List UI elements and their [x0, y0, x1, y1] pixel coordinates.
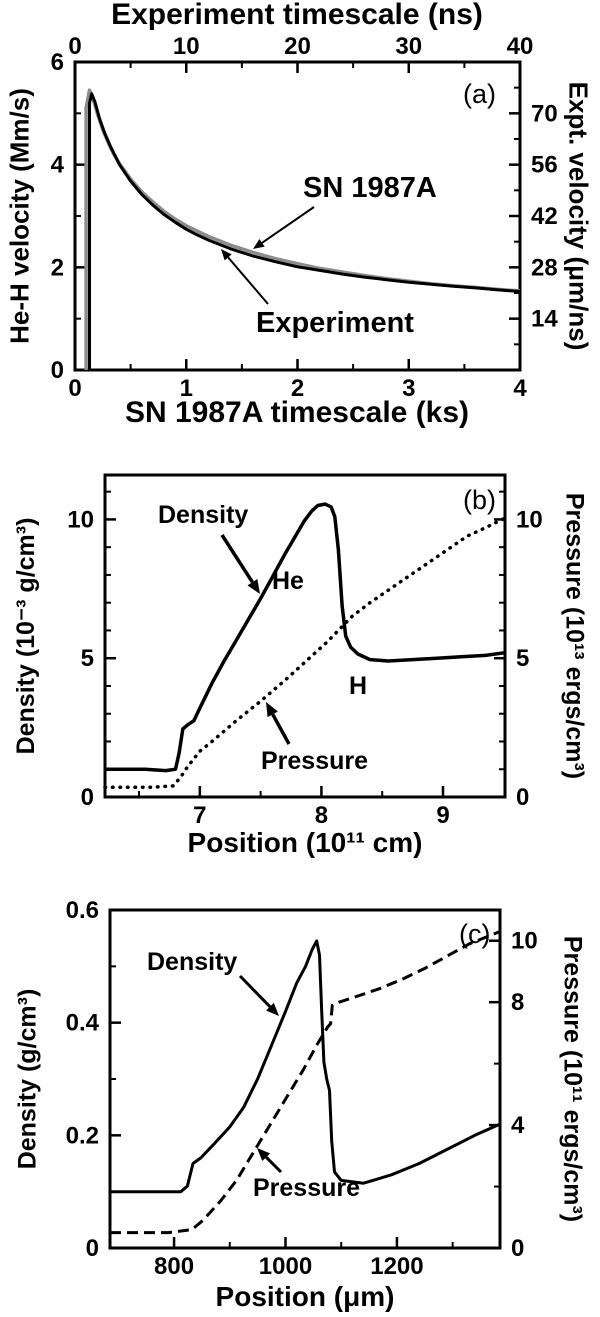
tick-label-top: 0 [68, 33, 81, 60]
experiment-profile-chart-canvas: 800 1000 1200 0 0.2 0.4 0.6 0 4 8 10 [66, 897, 538, 1280]
panel-letter-a: (a) [463, 79, 496, 109]
label-helium-layer: He [272, 567, 304, 595]
tick-label-bottom: 4 [513, 375, 527, 402]
tick-label-right: 4 [511, 1112, 525, 1139]
tick-label-bottom: 3 [402, 375, 415, 402]
annotation-arrow-a-1 [227, 256, 269, 305]
tick-label-right: 14 [531, 306, 558, 333]
axis-title-pressure-b: Pressure (10¹³ ergs/cm³) [560, 492, 589, 780]
tick-label-bottom: 1000 [259, 1253, 312, 1280]
annotation-arrowhead-a-0 [253, 238, 265, 249]
annotation-arrow-c-0 [238, 974, 271, 1008]
tick-label-top: 10 [173, 33, 200, 60]
tick-label-right: 0 [516, 784, 529, 811]
label-density-b: Density [158, 501, 249, 529]
annotation-arrowhead-b-3 [266, 702, 278, 718]
axis-title-experiment-timescale: Experiment timescale (ns) [111, 0, 483, 31]
tick-label-right: 8 [511, 989, 524, 1016]
tick-label-left: 6 [51, 49, 64, 76]
axis-title-density-c: Density (g/cm³) [13, 988, 42, 1170]
tick-label-right: 10 [516, 506, 543, 533]
tick-label-left: 10 [67, 506, 94, 533]
tick-label-bottom: 1 [180, 375, 193, 402]
tick-label-left: 0 [86, 1235, 99, 1262]
panel-a-velocity-chart: 0 1 2 3 4 0 10 20 30 40 0 2 4 6 14 28 42 56 70 Experiment … [0, 0, 600, 430]
tick-label-left: 0.2 [66, 1122, 99, 1149]
series-experiment-a [88, 92, 521, 370]
annotation-arrowhead-b-0 [247, 579, 260, 594]
annotation-arrow-a-0 [261, 206, 315, 244]
panel-letter-b: (b) [463, 485, 496, 515]
annotation-arrowhead-c-1 [257, 1148, 271, 1162]
tick-label-top: 40 [507, 33, 534, 60]
annotation-arrowhead-c-0 [266, 1002, 279, 1016]
tick-label-left: 0 [51, 357, 64, 384]
tick-label-right: 70 [531, 100, 558, 127]
label-hydrogen-layer: H [349, 672, 368, 700]
tick-label-bottom: 9 [436, 802, 449, 829]
label-sn1987a-curve: SN 1987A [303, 172, 437, 204]
tick-label-top: 30 [395, 33, 422, 60]
panel-c-experiment-profile-chart: 800 1000 1200 0 0.2 0.4 0.6 0 4 8 10 Position (μm)… [0, 865, 600, 1317]
series-pressure-b [103, 516, 507, 790]
axis-title-expt-velocity: Expt. velocity (μm/ns) [563, 81, 594, 351]
series-pressure-c [110, 930, 501, 1235]
label-pressure-c: Pressure [253, 1174, 361, 1202]
tick-label-bottom: 7 [193, 802, 206, 829]
tick-label-left: 5 [81, 645, 94, 672]
tick-label-right: 0 [511, 1235, 524, 1262]
tick-label-left: 4 [51, 152, 65, 179]
sn-profile-chart-canvas: 7 8 9 0 5 10 0 5 10 [67, 473, 543, 829]
tick-label-bottom: 0 [68, 375, 81, 402]
annotation-arrow-b-3 [271, 713, 291, 745]
tick-label-right: 42 [531, 203, 558, 230]
tick-label-bottom: 2 [291, 375, 304, 402]
annotation-arrowhead-a-1 [221, 249, 232, 261]
tick-label-right: 56 [531, 152, 558, 179]
label-density-c: Density [147, 948, 238, 976]
axis-title-pressure-c: Pressure (10¹¹ ergs/cm³) [558, 935, 587, 1223]
tick-label-bottom: 8 [315, 802, 328, 829]
tick-label-left: 2 [51, 254, 64, 281]
tick-label-bottom: 800 [154, 1253, 194, 1280]
tick-label-left: 0.6 [66, 897, 99, 924]
tick-label-top: 20 [284, 33, 311, 60]
series-density-b [105, 502, 506, 773]
annotation-arrow-b-0 [220, 534, 254, 584]
axis-title-position-cm: Position (10¹¹ cm) [187, 827, 423, 858]
axis-title-sn1987a-timescale: SN 1987A timescale (ks) [124, 396, 470, 429]
axis-title-density-b: Density (10⁻³ g/cm³) [12, 517, 40, 755]
tick-label-right: 5 [516, 645, 529, 672]
tick-label-right: 10 [511, 928, 538, 955]
tick-label-left: 0.4 [66, 1010, 100, 1037]
panel-b-sn-profile-chart: 7 8 9 0 5 10 0 5 10 Position (10¹¹ cm) Density (… [0, 455, 600, 860]
axis-title-position-um: Position (μm) [215, 1281, 395, 1312]
annotation-arrow-c-1 [265, 1156, 283, 1174]
plot-frame-b [103, 473, 507, 799]
axis-title-heh-velocity: He-H velocity (Mm/s) [4, 88, 35, 344]
label-experiment-curve: Experiment [256, 307, 414, 339]
label-pressure-b: Pressure [261, 747, 369, 775]
tick-label-bottom: 1200 [370, 1253, 423, 1280]
series-density-c [110, 939, 501, 1194]
tick-label-left: 0 [81, 784, 94, 811]
panel-letter-c: (c) [459, 919, 491, 949]
tick-label-right: 28 [531, 254, 558, 281]
